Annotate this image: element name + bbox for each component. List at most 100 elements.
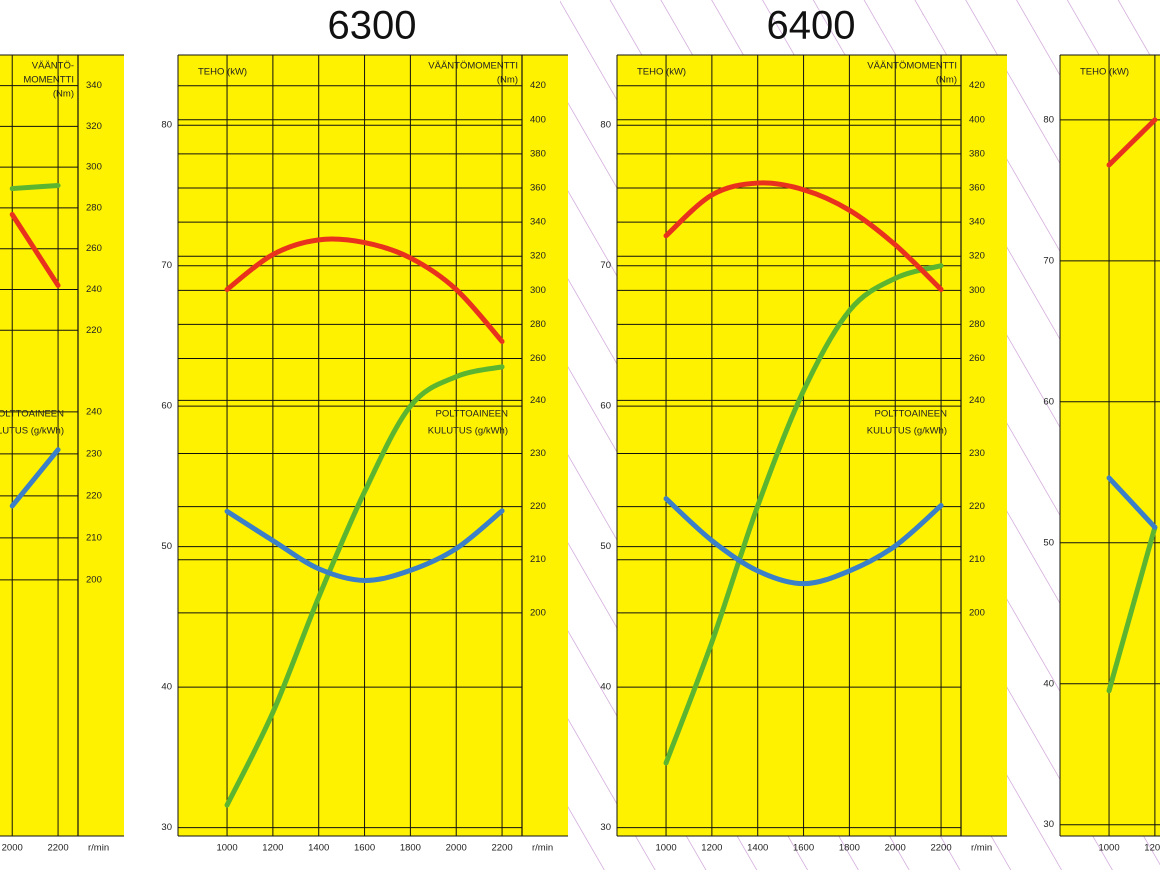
chart-panel bbox=[1060, 55, 1160, 836]
y2-axis-label: VÄÄNTÖMOMENTTI bbox=[428, 61, 518, 72]
x-axis-label: r/min bbox=[532, 843, 553, 854]
engine-chart: 1000 1200 30 40 50 60 70 80 TEHO (kW) bbox=[1043, 54, 1160, 854]
y-tick-label: 240 bbox=[86, 284, 102, 295]
y3-axis-label: KULUTUS (g/kWh) bbox=[0, 426, 64, 437]
y-tick-label: 400 bbox=[530, 114, 546, 125]
y-tick-label: 300 bbox=[86, 162, 102, 173]
x-tick-label: 1200 bbox=[1144, 843, 1160, 854]
y-axis-label: TEHO (kW) bbox=[198, 67, 247, 78]
y-tick-label: 70 bbox=[600, 260, 611, 271]
x-tick-label: 2000 bbox=[446, 843, 467, 854]
y2-axis-label: (Nm) bbox=[936, 75, 957, 86]
y-tick-label: 230 bbox=[969, 448, 985, 459]
y-tick-label: 340 bbox=[86, 80, 102, 91]
y3-axis-label: KULUTUS (g/kWh) bbox=[428, 426, 508, 437]
curve bbox=[663, 263, 944, 766]
chart-panel bbox=[0, 55, 124, 836]
y-tick-label: 420 bbox=[530, 80, 546, 91]
curve bbox=[1106, 524, 1158, 694]
y-tick-label: 60 bbox=[1043, 396, 1054, 407]
x-tick-label: 2200 bbox=[47, 843, 68, 854]
y-tick-label: 80 bbox=[600, 120, 611, 131]
x-axis-label: r/min bbox=[971, 843, 992, 854]
curve bbox=[224, 364, 505, 808]
y-tick-label: 230 bbox=[530, 448, 546, 459]
x-tick-label: 1600 bbox=[793, 843, 814, 854]
engine-chart: 1000 1200 1400 1600 1800 2000 2200 30 40 50 60 70 80… bbox=[161, 54, 568, 854]
y-tick-label: 360 bbox=[969, 183, 985, 194]
x-tick-label: 1600 bbox=[354, 843, 375, 854]
y-tick-label: 210 bbox=[86, 532, 102, 543]
y2-axis-label: VÄÄNTÖMOMENTTI bbox=[867, 61, 957, 72]
y-tick-label: 400 bbox=[969, 114, 985, 125]
y3-axis-label: POLTTOAINEEN bbox=[875, 409, 948, 420]
x-tick-label: 1200 bbox=[701, 843, 722, 854]
x-tick-label: 1800 bbox=[839, 843, 860, 854]
x-tick-label: 1000 bbox=[1098, 843, 1119, 854]
y-tick-label: 200 bbox=[86, 574, 102, 585]
y-tick-label: 60 bbox=[161, 401, 172, 412]
y-tick-label: 50 bbox=[1043, 537, 1054, 548]
y-tick-label: 240 bbox=[969, 395, 985, 406]
y-tick-label: 210 bbox=[969, 554, 985, 565]
x-tick-label: 1800 bbox=[400, 843, 421, 854]
y-tick-label: 260 bbox=[530, 353, 546, 364]
curve bbox=[224, 508, 505, 583]
y-tick-label: 40 bbox=[1043, 678, 1054, 689]
y-tick-label: 30 bbox=[600, 822, 611, 833]
chart-panel bbox=[617, 55, 1007, 836]
engine-chart: 1000 1200 1400 1600 1800 2000 2200 30 40 50 60 70 80… bbox=[600, 54, 1007, 854]
y2-axis-label: (Nm) bbox=[497, 75, 518, 86]
y2-axis-label: MOMENTTI bbox=[23, 75, 74, 86]
y-tick-label: 220 bbox=[969, 501, 985, 512]
y-tick-label: 260 bbox=[86, 243, 102, 254]
y-tick-label: 80 bbox=[161, 120, 172, 131]
x-tick-label: 2200 bbox=[930, 843, 951, 854]
x-axis-label: r/min bbox=[88, 843, 109, 854]
y-axis-label: TEHO (kW) bbox=[1080, 67, 1129, 78]
x-tick-label: 1200 bbox=[262, 843, 283, 854]
y-tick-label: 260 bbox=[969, 353, 985, 364]
y2-axis-label: VÄÄNTÖ- bbox=[32, 61, 74, 72]
y-tick-label: 70 bbox=[1043, 255, 1054, 266]
x-tick-label: 1400 bbox=[308, 843, 329, 854]
y-tick-label: 380 bbox=[969, 148, 985, 159]
x-tick-label: 1000 bbox=[655, 843, 676, 854]
curve bbox=[663, 180, 944, 292]
y3-axis-label: POLTTOAINEEN bbox=[0, 409, 64, 420]
y-tick-label: 80 bbox=[1043, 114, 1054, 125]
engine-chart: 2000 2200 220 240 260 280 300 320 340 200 210 220 23… bbox=[0, 54, 124, 854]
curve bbox=[224, 236, 505, 344]
curve bbox=[9, 447, 61, 509]
y-tick-label: 220 bbox=[86, 325, 102, 336]
y-tick-label: 40 bbox=[600, 682, 611, 693]
y-tick-label: 320 bbox=[530, 251, 546, 262]
y-tick-label: 300 bbox=[530, 285, 546, 296]
y-tick-label: 210 bbox=[530, 554, 546, 565]
y-tick-label: 280 bbox=[530, 319, 546, 330]
y-tick-label: 380 bbox=[530, 148, 546, 159]
y-tick-label: 220 bbox=[530, 501, 546, 512]
y-tick-label: 230 bbox=[86, 448, 102, 459]
x-tick-label: 2200 bbox=[491, 843, 512, 854]
y3-axis-label: KULUTUS (g/kWh) bbox=[867, 426, 947, 437]
y-tick-label: 200 bbox=[969, 607, 985, 618]
y-tick-label: 70 bbox=[161, 260, 172, 271]
curve bbox=[1106, 475, 1158, 530]
y-tick-label: 240 bbox=[530, 395, 546, 406]
y-tick-label: 340 bbox=[969, 217, 985, 228]
y-tick-label: 30 bbox=[1043, 819, 1054, 830]
y-tick-label: 340 bbox=[530, 217, 546, 228]
curve bbox=[9, 211, 61, 288]
y-tick-label: 60 bbox=[600, 401, 611, 412]
x-tick-label: 2000 bbox=[2, 843, 23, 854]
y-tick-label: 50 bbox=[600, 541, 611, 552]
y-tick-label: 420 bbox=[969, 80, 985, 91]
y-tick-label: 30 bbox=[161, 822, 172, 833]
y-tick-label: 200 bbox=[530, 607, 546, 618]
y-tick-label: 50 bbox=[161, 541, 172, 552]
y-tick-label: 220 bbox=[86, 490, 102, 501]
chart-title: 6400 bbox=[767, 4, 856, 48]
